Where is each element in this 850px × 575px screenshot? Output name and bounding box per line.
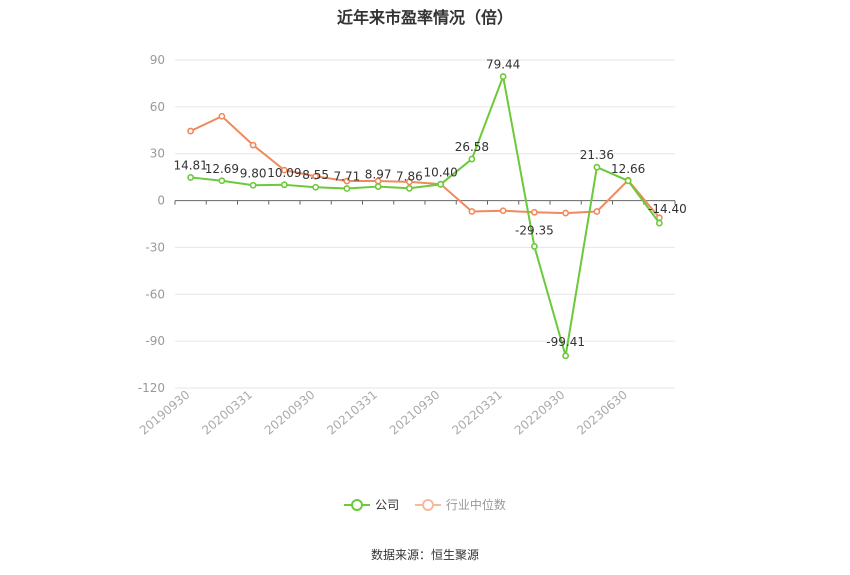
data-label-company: 9.80 xyxy=(240,166,267,180)
data-label-company: 8.55 xyxy=(302,168,329,182)
data-label-company: 8.97 xyxy=(365,168,392,182)
x-tick-label: 20230630 xyxy=(574,388,630,438)
grid-lines xyxy=(175,59,675,389)
y-tick-label: 90 xyxy=(150,53,165,67)
legend-label-company: 公司 xyxy=(375,498,400,512)
data-label-company: 14.81 xyxy=(173,158,207,172)
point-company xyxy=(187,174,195,181)
point-company xyxy=(280,181,288,189)
legend-item-company[interactable]: 公司 xyxy=(344,496,399,513)
legend-marker-company-icon xyxy=(344,498,371,511)
data-label-company: 79.44 xyxy=(486,57,520,71)
point-company xyxy=(437,180,445,188)
point-company xyxy=(655,219,663,227)
point-industry-median xyxy=(405,178,413,186)
series-line-industry-median xyxy=(190,115,661,219)
data-label-company: 12.66 xyxy=(611,162,645,176)
y-tick-label: -90 xyxy=(145,334,165,348)
legend: 公司 行业中位数 xyxy=(0,496,850,515)
data-label-company: 10.40 xyxy=(423,165,457,179)
point-company xyxy=(468,155,476,163)
data-label-company: -29.35 xyxy=(515,223,554,237)
x-tick-label: 20200331 xyxy=(199,388,255,438)
point-company xyxy=(312,183,320,191)
source-note: 数据来源：恒生聚源 xyxy=(370,548,479,562)
series-lines xyxy=(187,73,663,360)
point-industry-median xyxy=(187,127,195,135)
point-company xyxy=(405,184,413,192)
y-tick-label: -30 xyxy=(145,240,165,254)
data-label-company: 21.36 xyxy=(580,148,614,162)
point-company xyxy=(249,181,257,189)
series-line-company xyxy=(190,75,661,357)
point-industry-median xyxy=(280,166,288,174)
point-industry-median xyxy=(218,112,226,120)
x-tick-label: 20220331 xyxy=(449,388,505,438)
x-tick-label: 20220930 xyxy=(512,388,568,438)
point-company xyxy=(374,183,382,190)
data-label-company: 7.86 xyxy=(396,169,423,183)
legend-label-industry-median: 行业中位数 xyxy=(445,498,506,512)
point-industry-median xyxy=(343,177,351,185)
chart-title: 近年来市盈率情况（倍） xyxy=(336,8,513,27)
x-tick-label: 20200930 xyxy=(262,388,318,438)
x-tick-label: 20210331 xyxy=(324,388,380,438)
point-industry-median xyxy=(499,207,507,215)
point-industry-median xyxy=(249,141,257,149)
legend-item-industry-median[interactable]: 行业中位数 xyxy=(414,496,506,513)
point-industry-median xyxy=(593,208,601,215)
point-company xyxy=(624,177,632,185)
data-label-company: 7.71 xyxy=(334,170,361,184)
point-industry-median xyxy=(312,172,320,180)
point-industry-median xyxy=(562,209,570,217)
point-company xyxy=(499,73,507,80)
point-company xyxy=(562,352,570,360)
x-tick-label: 20210930 xyxy=(387,388,443,438)
point-company xyxy=(218,177,226,185)
data-label-company: 12.69 xyxy=(205,162,239,176)
y-tick-label: -60 xyxy=(145,287,165,301)
data-label-company: 10.09 xyxy=(267,166,301,180)
point-industry-median xyxy=(530,208,538,216)
point-company xyxy=(593,163,601,171)
data-label-company: 26.58 xyxy=(455,140,489,154)
y-tick-label: -120 xyxy=(138,381,165,395)
x-tick-label: 20190930 xyxy=(137,388,193,438)
y-tick-label: 0 xyxy=(157,194,165,208)
data-label-company: -14.40 xyxy=(648,202,687,216)
point-company xyxy=(343,185,351,192)
point-company xyxy=(530,243,538,250)
point-industry-median xyxy=(468,208,476,215)
legend-marker-industry-median-icon xyxy=(414,498,441,511)
y-tick-label: 60 xyxy=(150,100,165,114)
y-tick-label: 30 xyxy=(150,147,165,161)
data-label-company: -99.41 xyxy=(546,335,585,349)
